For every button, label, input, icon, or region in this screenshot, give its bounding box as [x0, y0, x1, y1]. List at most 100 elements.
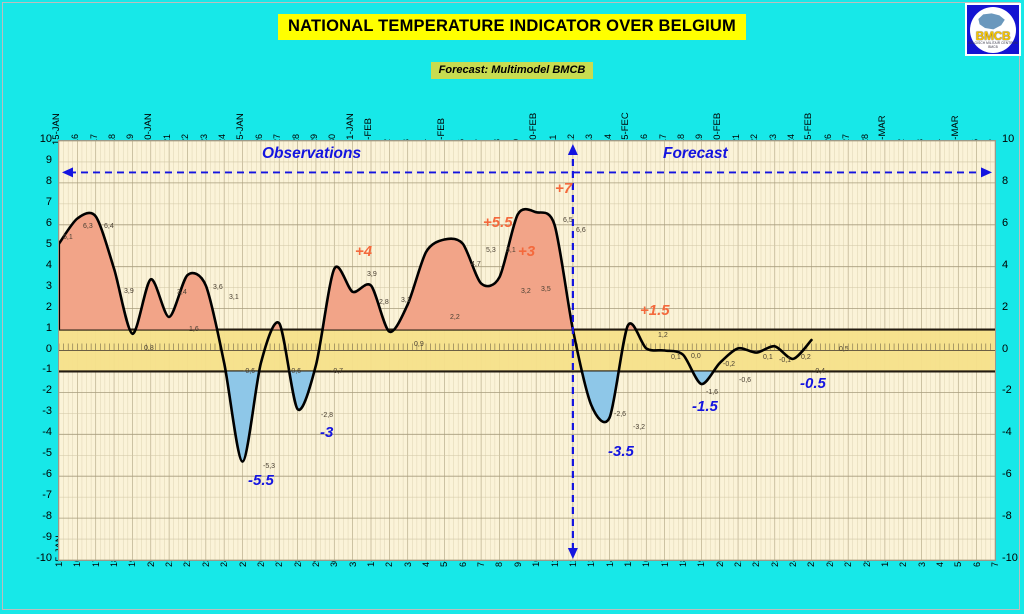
- y-tick-left--6: -6: [42, 468, 52, 481]
- y-tick-left-1: 1: [45, 321, 52, 334]
- data-value-label: -0,1: [779, 357, 792, 364]
- data-value-label: -5,3: [263, 463, 276, 470]
- data-value-label: 3,9: [367, 271, 377, 278]
- page-title: NATIONAL TEMPERATURE INDICATOR OVER BELG…: [278, 14, 746, 40]
- data-value-label: -0,7: [331, 368, 344, 375]
- logo-text: BMCB: [975, 29, 1011, 43]
- y-tick-right-2: 2: [1002, 300, 1009, 313]
- date-label-bottom-18: 2: [384, 561, 395, 567]
- y-tick-left--1: -1: [42, 363, 52, 376]
- title-band: NATIONAL TEMPERATURE INDICATOR OVER BELG…: [0, 14, 1024, 40]
- y-tick-right--2: -2: [1002, 384, 1012, 397]
- data-value-label: -0,6: [739, 377, 752, 384]
- data-value-label: 3,1: [229, 294, 239, 301]
- data-value-label: 4,7: [471, 261, 481, 268]
- y-tick-right-10: 10: [1002, 133, 1015, 145]
- warm-annotation: +1.5: [640, 302, 670, 319]
- y-tick-left-2: 2: [45, 300, 52, 313]
- date-label-bottom-19: 3: [402, 561, 413, 567]
- data-value-label: 6,4: [104, 223, 114, 230]
- y-tick-left-10: 10: [39, 133, 52, 145]
- data-value-label: 3,5: [541, 286, 551, 293]
- y-tick-left-5: 5: [45, 237, 52, 250]
- y-tick-left-8: 8: [45, 174, 52, 187]
- date-label-bottom-48: 4: [934, 561, 945, 567]
- data-value-label: -0,6: [243, 368, 256, 375]
- data-value-label: 1,2: [658, 332, 668, 339]
- data-value-label: 3,2: [521, 288, 531, 295]
- warm-annotation: +7: [555, 180, 573, 197]
- date-label-bottom-23: 7: [476, 561, 487, 567]
- y-tick-left--3: -3: [42, 405, 52, 418]
- y-tick-right--4: -4: [1002, 426, 1012, 439]
- data-value-label: -0,6: [289, 368, 302, 375]
- data-value-label: 0,0: [691, 353, 701, 360]
- y-tick-left--2: -2: [42, 384, 52, 397]
- warm-annotation: +4: [355, 243, 373, 260]
- data-value-label: 6,6: [576, 227, 586, 234]
- data-value-label: 0,1: [671, 354, 681, 361]
- data-value-label: 1,6: [189, 326, 199, 333]
- y-tick-left--5: -5: [42, 447, 52, 460]
- temperature-indicator-chart: [59, 141, 995, 560]
- data-value-label: 0,5: [839, 346, 849, 353]
- data-value-label: 6,5: [563, 217, 573, 224]
- warm-annotation: +5.5: [483, 214, 513, 231]
- data-value-label: 3,4: [177, 289, 187, 296]
- cold-annotation: -5.5: [248, 472, 274, 489]
- y-tick-right-8: 8: [1002, 174, 1009, 187]
- date-label-bottom-22: 6: [457, 561, 468, 567]
- data-value-label: -0,2: [723, 361, 736, 368]
- date-label-bottom-46: 2: [898, 561, 909, 567]
- data-value-label: 0,2: [801, 354, 811, 361]
- observations-region-label: Observations: [262, 145, 362, 162]
- y-tick-left-6: 6: [45, 216, 52, 229]
- y-tick-left-9: 9: [45, 153, 52, 166]
- data-value-label: 3,9: [124, 288, 134, 295]
- chart-plot-area: 5,1 6,3 6,4 3,9 0,8 3,4 1,6 3,6 3,1 -0,6 -5,3 -0,6 -…: [58, 140, 996, 561]
- y-tick-right-0: 0: [1002, 342, 1009, 355]
- y-tick-left--9: -9: [42, 531, 52, 544]
- y-tick-right--6: -6: [1002, 468, 1012, 481]
- date-label-bottom-47: 3: [916, 561, 927, 567]
- data-value-label: -0,4: [813, 368, 826, 375]
- data-value-label: 0,9: [414, 341, 424, 348]
- bmcb-logo: BMCB BELGISCH MILITAIR CENTRUM BMCB: [965, 3, 1021, 56]
- warm-annotation: +3: [518, 243, 536, 260]
- forecast-source-label: Forecast: Multimodel BMCB: [430, 62, 594, 79]
- data-value-label: -2,6: [614, 411, 627, 418]
- y-tick-left-7: 7: [45, 195, 52, 208]
- data-value-label: -3,2: [633, 424, 646, 431]
- data-value-label: 0,1: [763, 354, 773, 361]
- date-label-bottom-20: 4: [421, 561, 432, 567]
- data-value-label: 0,8: [144, 345, 154, 352]
- belgium-map-icon: [978, 13, 1005, 30]
- y-tick-left--4: -4: [42, 426, 52, 439]
- y-tick-left--8: -8: [42, 510, 52, 523]
- forecast-region-label: Forecast: [663, 145, 728, 162]
- data-value-label: 5,1: [63, 234, 73, 241]
- data-value-label: -2,8: [321, 412, 334, 419]
- data-value-label: 3,6: [213, 284, 223, 291]
- y-tick-right--8: -8: [1002, 510, 1012, 523]
- logo-subtext: BELGISCH MILITAIR CENTRUM BMCB: [968, 41, 1018, 49]
- data-value-label: 3,1: [401, 297, 411, 304]
- data-value-label: -1,6: [706, 389, 719, 396]
- cold-annotation: -3.5: [608, 443, 634, 460]
- y-tick-right-4: 4: [1002, 258, 1009, 271]
- y-tick-right-6: 6: [1002, 216, 1009, 229]
- y-tick-left--7: -7: [42, 489, 52, 502]
- data-value-label: 2,2: [450, 314, 460, 321]
- data-value-label: 5,1: [506, 247, 516, 254]
- data-value-label: 6,3: [83, 223, 93, 230]
- cold-annotation: -0.5: [800, 375, 826, 392]
- y-tick-left-3: 3: [45, 279, 52, 292]
- y-tick-left-0: 0: [45, 342, 52, 355]
- y-tick-left--10: -10: [36, 552, 52, 564]
- cold-annotation: -3: [320, 424, 334, 441]
- date-label-bottom-51: 7: [990, 561, 1000, 567]
- subtitle-band: Forecast: Multimodel BMCB: [0, 60, 1024, 79]
- cold-annotation: -1.5: [692, 398, 718, 415]
- y-tick-right--10: -10: [1002, 552, 1018, 564]
